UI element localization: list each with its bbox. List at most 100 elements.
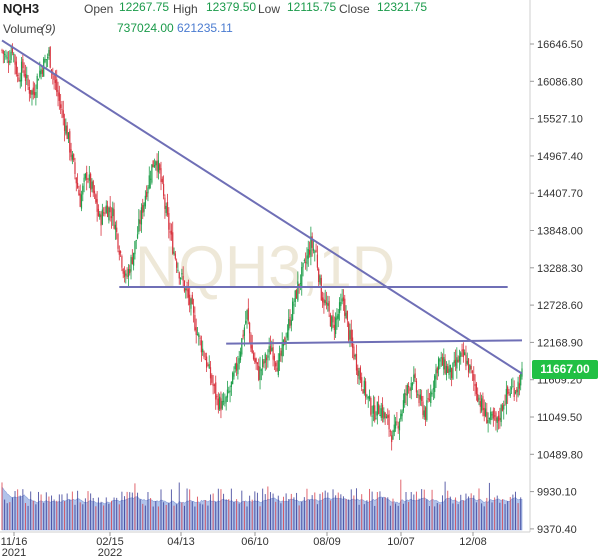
trendline[interactable] — [226, 339, 523, 345]
candle-body — [30, 90, 32, 95]
close-label: Close — [339, 2, 370, 16]
candle-body — [114, 224, 116, 230]
symbol-label[interactable]: NQH3 — [3, 1, 40, 16]
candle-body — [435, 369, 437, 380]
candle-body — [508, 392, 510, 394]
candle-body — [497, 415, 500, 422]
candle-body — [28, 86, 30, 94]
y-tick-label: 16646.50 — [537, 39, 583, 51]
volume-bar — [77, 490, 79, 530]
volume-bar — [329, 500, 331, 530]
candle-body — [475, 383, 477, 395]
candle-body — [477, 393, 479, 402]
candle — [462, 342, 464, 363]
candle-body — [381, 404, 384, 418]
volume-bar — [275, 501, 277, 530]
candle — [260, 368, 262, 381]
candle — [228, 386, 230, 394]
trendline[interactable] — [1, 39, 523, 375]
candle — [208, 355, 210, 369]
candle — [422, 395, 424, 419]
candle — [293, 298, 295, 315]
candle — [211, 373, 213, 385]
candle — [135, 239, 137, 250]
candle — [75, 177, 77, 192]
candle — [90, 172, 92, 198]
candle — [457, 355, 459, 363]
candle-body — [286, 332, 289, 338]
candle-body — [70, 149, 72, 158]
volume-bar — [327, 492, 329, 530]
volume-bar — [243, 501, 245, 530]
candle — [4, 50, 6, 63]
candle-body — [69, 131, 71, 153]
candle — [443, 348, 445, 376]
candle-body — [178, 272, 180, 279]
candle — [60, 93, 62, 115]
volume-bar — [345, 498, 347, 530]
candle-body — [391, 435, 393, 443]
candle — [152, 160, 154, 168]
x-tick-label: 11/16 — [1, 536, 28, 548]
candle — [378, 395, 380, 415]
candle-body — [301, 267, 303, 287]
candle-body — [255, 358, 257, 364]
candle — [344, 294, 346, 323]
candle — [404, 389, 406, 408]
candle — [203, 350, 205, 360]
volume-bar — [97, 497, 99, 530]
candle — [366, 393, 368, 400]
volume-bar — [246, 506, 248, 530]
candle — [109, 196, 111, 222]
volume-bar — [225, 499, 227, 530]
candle-body — [272, 347, 274, 360]
candle — [437, 356, 440, 377]
candle — [329, 312, 332, 327]
candle — [170, 223, 173, 241]
candle-body — [510, 387, 513, 390]
candle-body — [99, 213, 101, 218]
candle — [440, 351, 442, 367]
candle — [17, 66, 19, 83]
volume-bar — [165, 504, 167, 530]
candle-body — [217, 398, 219, 410]
candle — [138, 209, 140, 235]
candle — [512, 377, 514, 388]
candle-body — [11, 47, 14, 53]
candle-body — [204, 359, 206, 361]
volume-bar — [293, 497, 295, 530]
volume-bar — [1, 482, 3, 530]
candle — [24, 64, 27, 92]
candle-body — [483, 407, 485, 417]
candle-body — [13, 53, 15, 55]
volume-bar — [499, 502, 501, 530]
candle-body — [410, 382, 412, 391]
candle-body — [444, 359, 446, 374]
candle — [336, 308, 338, 330]
candle — [66, 122, 68, 140]
candle-body — [319, 275, 321, 284]
candle — [47, 53, 49, 68]
candle — [199, 335, 201, 346]
candle-body — [456, 357, 458, 369]
candle-body — [518, 383, 520, 389]
candle-body — [320, 277, 322, 301]
candle — [113, 202, 115, 230]
candle-body — [27, 78, 29, 87]
candle-body — [513, 387, 515, 397]
candle-body — [33, 92, 36, 96]
volume-bar — [35, 504, 37, 530]
candle — [40, 65, 42, 80]
candle-body — [105, 205, 107, 213]
candle — [133, 252, 135, 271]
candle — [165, 202, 167, 217]
candle — [294, 289, 296, 307]
volume-bar — [400, 479, 402, 530]
candle-body — [166, 202, 169, 215]
candle-body — [397, 425, 399, 429]
candle — [358, 367, 360, 385]
candle-body — [35, 91, 37, 99]
candle-body — [422, 401, 424, 415]
candle-body — [337, 313, 339, 319]
